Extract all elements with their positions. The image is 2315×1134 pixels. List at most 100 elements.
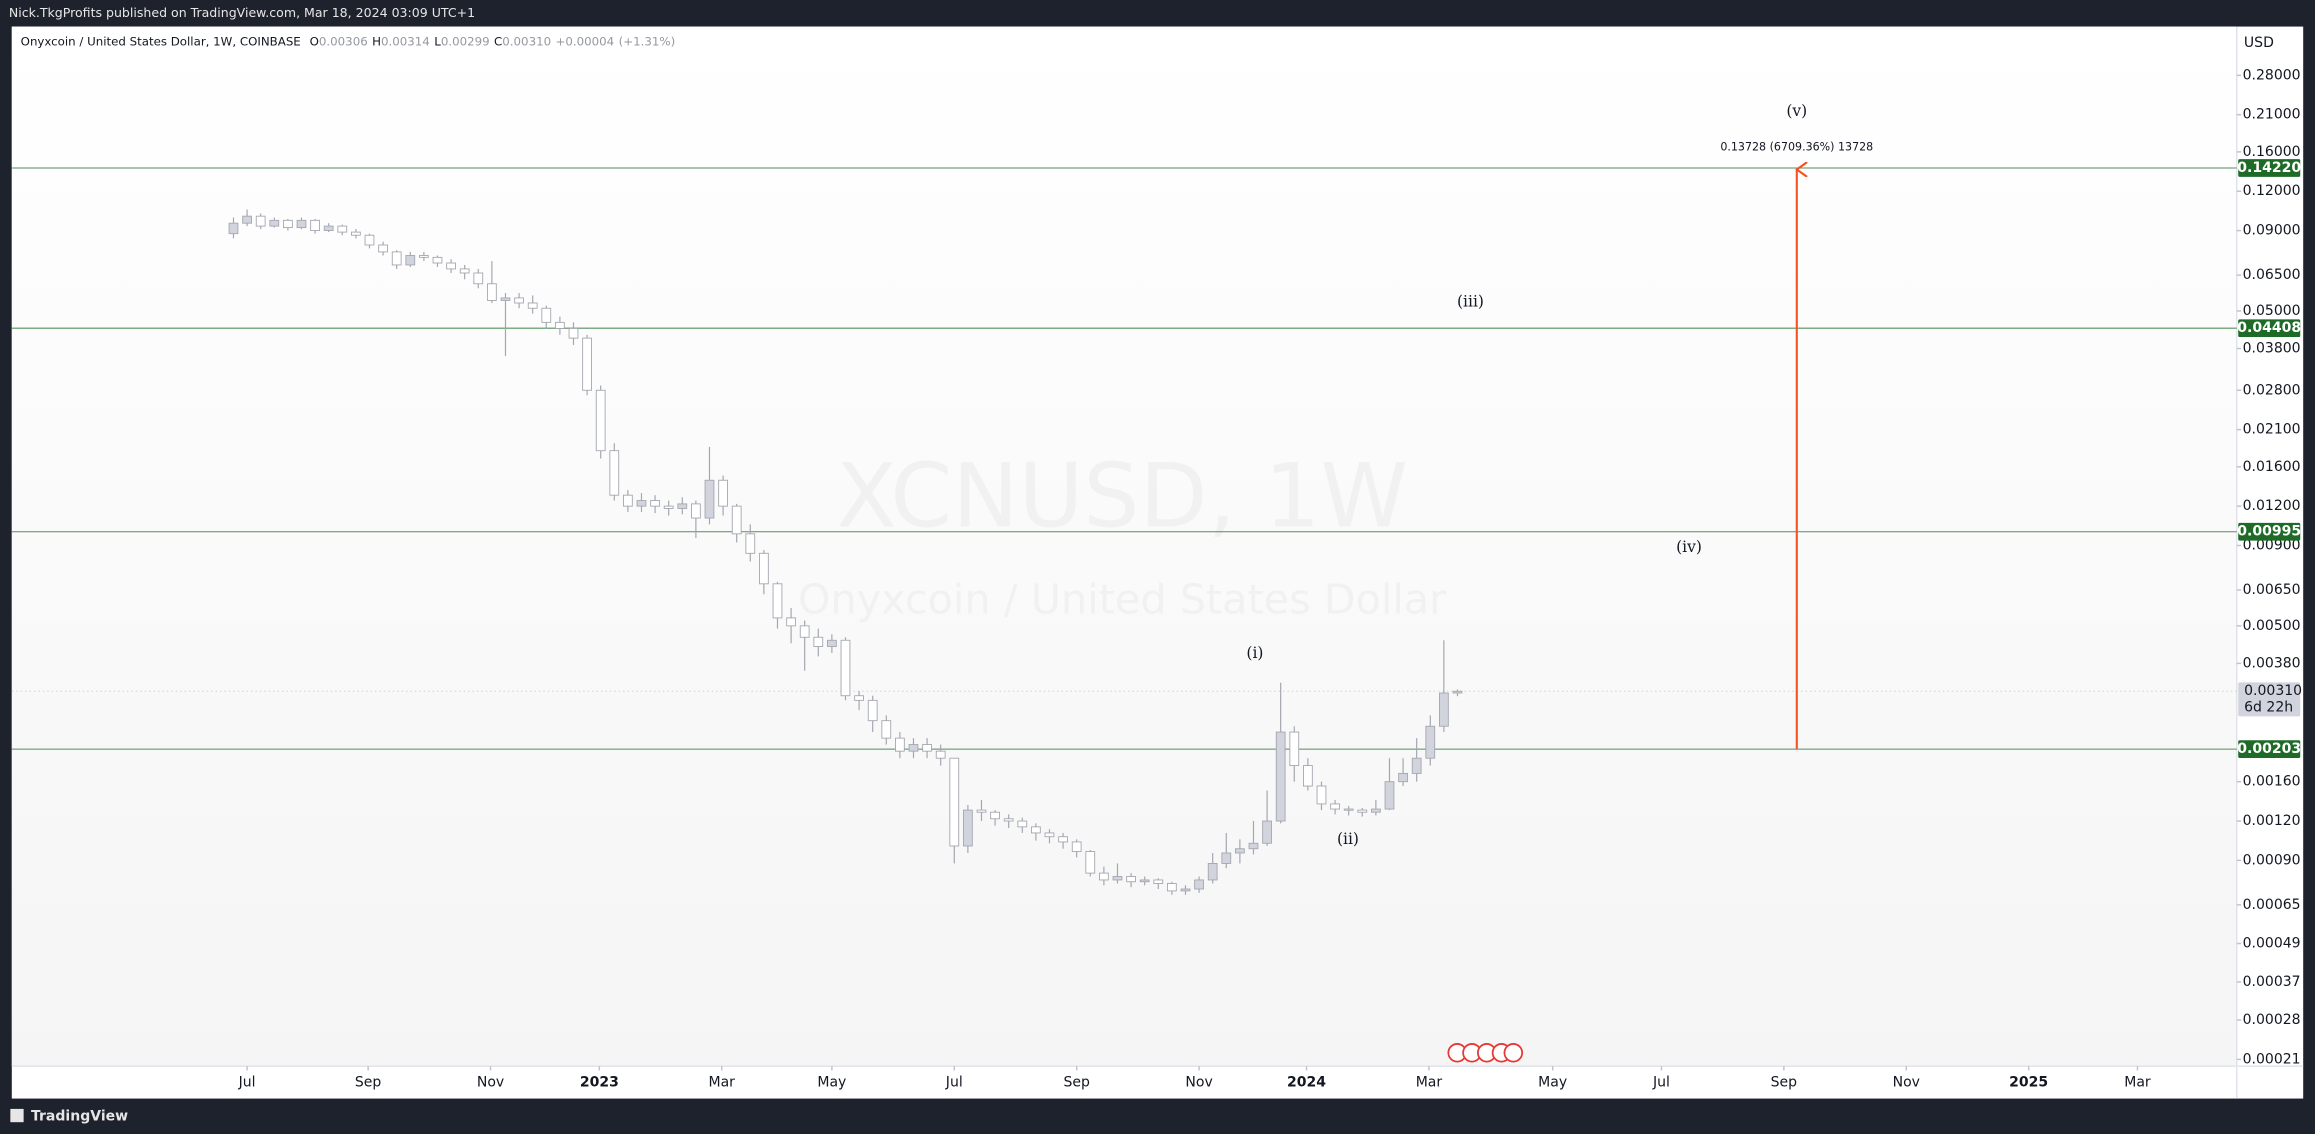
candle-body [514, 297, 524, 304]
candle-body [731, 505, 742, 535]
candle-body [1398, 772, 1408, 783]
candle-body [473, 272, 484, 285]
candle-body [1289, 731, 1300, 767]
candle-body [799, 625, 810, 638]
candle-body [895, 737, 905, 752]
plot-area [11, 26, 2237, 1067]
candle-body [1126, 876, 1136, 883]
candle-body [1153, 879, 1164, 884]
legend-key: C [494, 34, 502, 48]
candle-body [500, 297, 511, 301]
currency: USD [2244, 35, 2274, 51]
y-tick-label: 0.00900 [2243, 537, 2301, 553]
x-tick-label: 2025 [2009, 1074, 2048, 1090]
event-flags [1447, 1043, 1524, 1063]
countdown: 6d 22h [2244, 699, 2293, 715]
level-label-bg [2238, 522, 2301, 541]
y-tick-label: 0.00380 [2243, 655, 2301, 671]
candle-body [1017, 820, 1028, 828]
x-tick-label: Sep [1771, 1074, 1798, 1090]
level-label: 0.00995 [2237, 524, 2301, 540]
candle-body [1452, 690, 1463, 694]
level-label-bg [2238, 159, 2301, 177]
y-tick-label: 0.00065 [2243, 897, 2301, 913]
candle-body [609, 450, 620, 496]
wave-label: (ii) [1337, 830, 1359, 848]
candle-body [1330, 803, 1340, 810]
y-tick-label: 0.06500 [2243, 267, 2301, 283]
candle-body [459, 268, 470, 274]
candle-body [1031, 826, 1041, 834]
candle-body [1167, 883, 1177, 892]
x-tick-label: May [1538, 1074, 1567, 1090]
candle-body [364, 234, 375, 246]
candle-body [310, 219, 320, 232]
candle-body [772, 583, 783, 619]
candle-body [1357, 809, 1368, 813]
y-tick-label: 0.28000 [2243, 67, 2301, 83]
measure-label: 0.13728 (6709.36%) 13728 [1720, 140, 1873, 153]
x-tick-label: Mar [1416, 1074, 1443, 1090]
candle-body [419, 255, 429, 258]
footer-logo [10, 1108, 24, 1123]
candle-body [1139, 879, 1150, 883]
candle-body [718, 479, 728, 507]
x-tick-label: Mar [708, 1074, 735, 1090]
level-label-bg [2238, 740, 2301, 758]
x-tick-label: Nov [1185, 1074, 1212, 1090]
wave-label: (iv) [1676, 538, 1702, 556]
candle-body [1112, 876, 1123, 881]
legend-value: 0.00299 [441, 34, 490, 48]
current-price-label: 0.00310 [2244, 683, 2302, 699]
level-label: 0.04408 [2237, 320, 2301, 336]
candle-body [1316, 785, 1327, 805]
candle-body [269, 219, 280, 227]
candle-body [704, 479, 715, 519]
candle-body [1343, 808, 1354, 811]
y-tick-label: 0.01200 [2243, 498, 2301, 514]
x-tick-label: Jul [238, 1074, 256, 1090]
candle-body [908, 744, 919, 752]
candle-body [1003, 818, 1014, 822]
legend-change-pct: (+1.31%) [619, 34, 676, 48]
candle-body [840, 639, 851, 697]
candle-body [677, 503, 688, 509]
candle-body [595, 389, 606, 452]
level-label: 0.14220 [2237, 160, 2301, 176]
symbol: Onyxcoin / United States Dollar, 1W, COI… [21, 34, 301, 48]
candle-body [1194, 879, 1204, 890]
x-tick-label: Nov [1893, 1074, 1920, 1090]
y-tick-label: 0.02800 [2243, 382, 2301, 398]
level-label: 0.00203 [2237, 741, 2301, 757]
candle-body [813, 636, 824, 647]
candle-body [1085, 851, 1096, 874]
candle-body [337, 225, 348, 233]
watermark-sub: Onyxcoin / United States Dollar [798, 575, 1446, 623]
candle-body [1275, 731, 1286, 822]
y-tick-label: 0.21000 [2243, 107, 2301, 123]
candle-body [323, 225, 334, 232]
y-tick-label: 0.05000 [2243, 303, 2301, 319]
candle-body [228, 222, 239, 235]
candle-body [432, 256, 443, 264]
x-tick-label: 2024 [1287, 1074, 1326, 1090]
wave-label: (i) [1246, 644, 1263, 662]
candle-body [1099, 872, 1109, 881]
candle-body [1180, 888, 1191, 892]
candle-body [283, 219, 293, 229]
watermark: XCNUSD, 1W [836, 444, 1408, 547]
legend-value: 0.00310 [502, 34, 551, 48]
x-tick-label: Mar [2124, 1074, 2151, 1090]
y-tick-label: 0.00120 [2243, 813, 2301, 829]
x-tick-label: Jul [1652, 1074, 1670, 1090]
candle-body [963, 809, 973, 847]
y-tick-label: 0.00160 [2243, 774, 2301, 790]
candle-body [786, 617, 796, 627]
candle-body [296, 219, 307, 229]
legend-key: L [434, 34, 441, 48]
candle-body [351, 231, 361, 236]
y-tick-label: 0.02100 [2243, 422, 2301, 438]
legend-value: 0.00314 [381, 34, 430, 48]
footer: TradingView [31, 1108, 128, 1124]
